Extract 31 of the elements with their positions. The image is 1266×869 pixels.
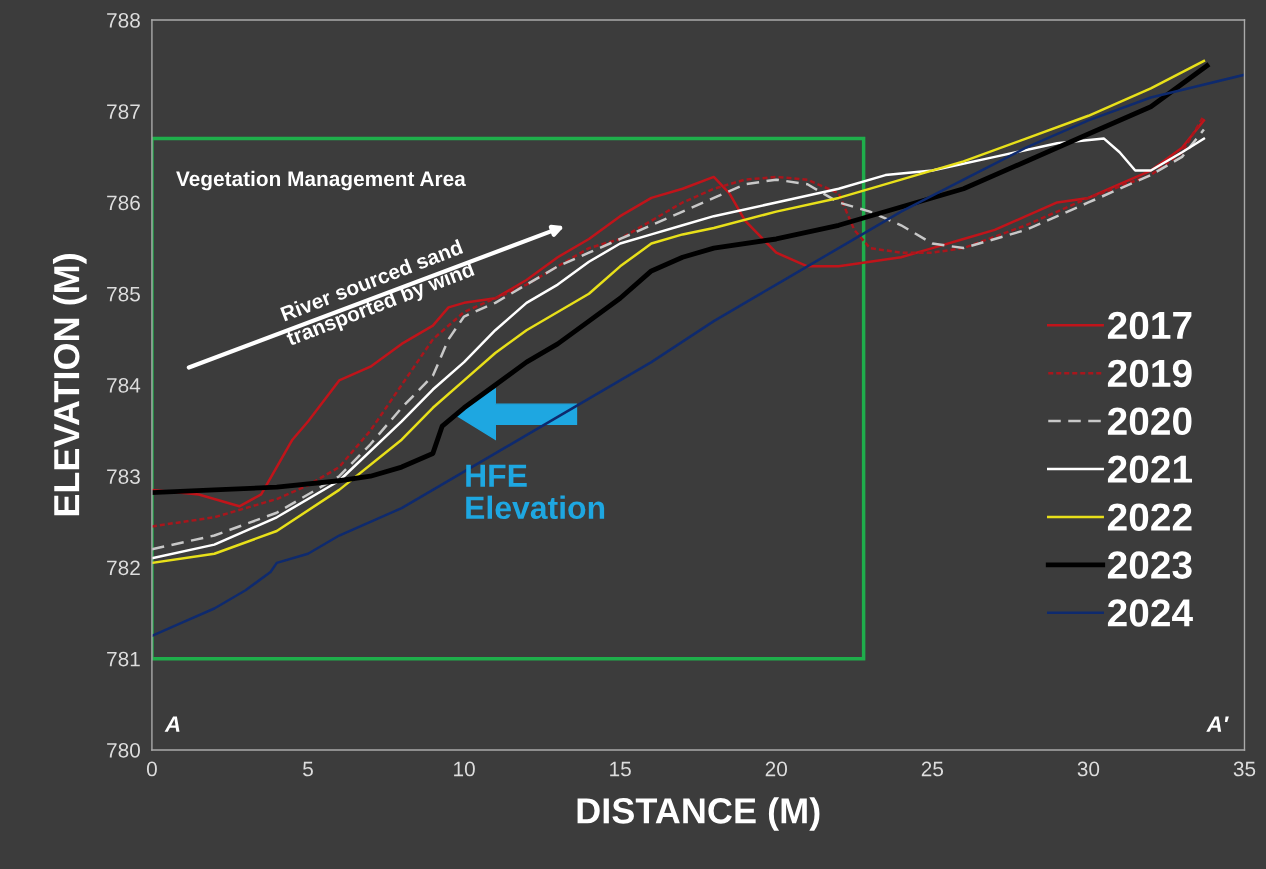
- annotation: Vegetation Management Area: [176, 170, 466, 191]
- legend-label: 2020: [1107, 407, 1192, 436]
- y-tick-label: 784: [107, 377, 141, 393]
- legend-label: 2023: [1107, 551, 1192, 579]
- line-series: [151, 73, 1245, 638]
- y-tick-label: 783: [107, 469, 140, 484]
- legend-label: 2024: [1107, 599, 1193, 627]
- annotation: HFE Elevation: [466, 464, 605, 520]
- y-tick-label: 787: [107, 104, 140, 119]
- legend-label: 2019: [1107, 359, 1192, 388]
- y-tick-label: 782: [107, 560, 140, 576]
- x-axis-title: DISTANCE (M): [577, 797, 820, 831]
- x-tick-label: 15: [610, 761, 631, 777]
- x-tick-label: 25: [921, 761, 944, 777]
- y-tick-label: 780: [107, 742, 140, 758]
- x-tick-label: 30: [1077, 761, 1100, 777]
- y-axis-title: ELEVATION (M): [52, 254, 87, 516]
- y-tick-label: 786: [107, 195, 140, 211]
- legend-label: 2021: [1107, 455, 1193, 483]
- y-tick-label: 781: [107, 651, 140, 667]
- x-tick-label: 0: [146, 761, 157, 777]
- x-tick-label: 10: [454, 761, 475, 777]
- x-tick-label: 35: [1233, 761, 1256, 777]
- legend-label: 2022: [1107, 503, 1192, 531]
- legend-label: 2017: [1107, 311, 1192, 340]
- annotation: A: [164, 716, 180, 732]
- y-tick-label: 785: [107, 286, 140, 302]
- y-tick-label: 788: [107, 12, 140, 28]
- x-tick-label: 20: [765, 761, 788, 777]
- annotation: A′: [1206, 716, 1229, 732]
- x-tick-label: 5: [303, 761, 313, 777]
